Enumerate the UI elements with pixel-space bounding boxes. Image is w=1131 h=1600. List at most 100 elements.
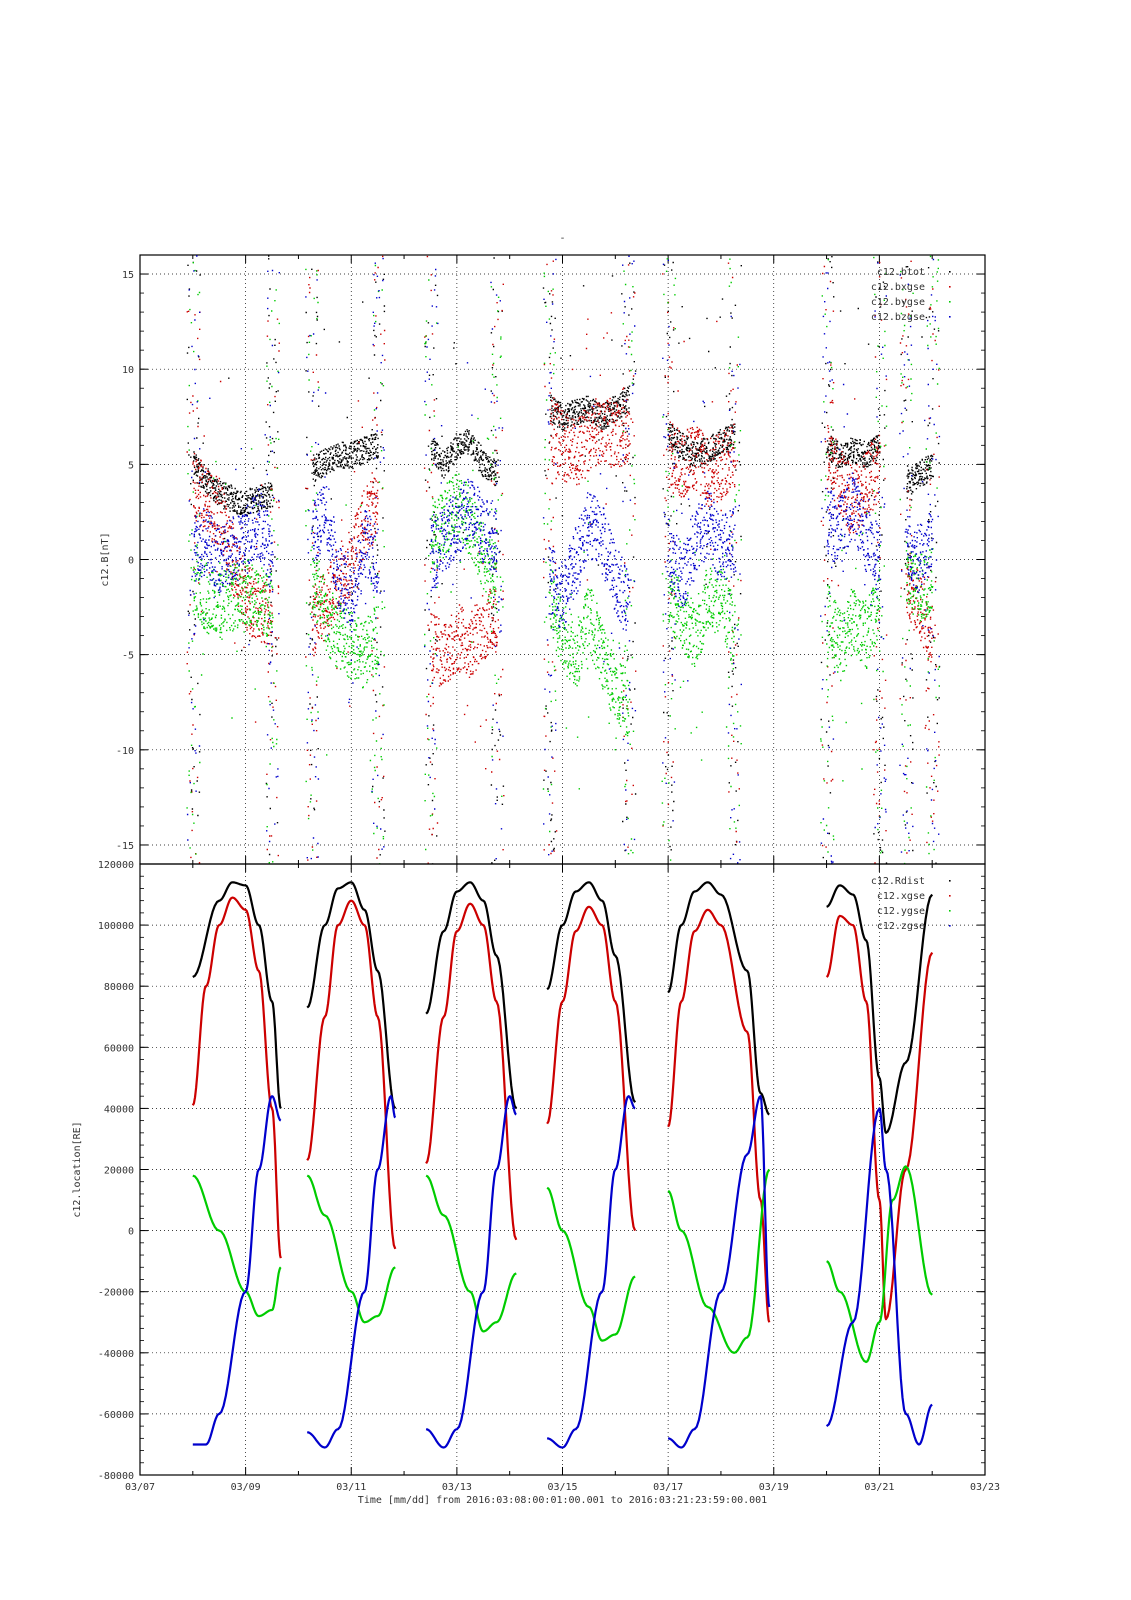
series-points	[820, 262, 887, 864]
y-tick-label: -5	[122, 651, 134, 662]
series-points	[820, 261, 888, 864]
series-line	[546, 1186, 636, 1342]
series-line	[425, 881, 518, 1110]
series-line	[546, 905, 637, 1232]
series-points	[424, 257, 505, 864]
series-points	[186, 255, 279, 856]
series-line	[667, 908, 771, 1323]
y-tick-label: 5	[128, 460, 134, 471]
legend-entry: c12.btot	[877, 267, 925, 278]
x-tick-label: 03/11	[336, 1482, 366, 1493]
series-line	[826, 1165, 933, 1364]
series-points	[424, 268, 504, 860]
legend-entry: c12.xgse	[877, 891, 925, 902]
series-c12-bzgse	[186, 255, 941, 864]
series-points	[899, 255, 940, 864]
series-line	[546, 1095, 636, 1449]
legend-entry: c12.bxgse	[871, 282, 925, 293]
series-line	[425, 1174, 517, 1333]
series-points	[305, 257, 385, 860]
data-area	[186, 255, 941, 864]
y-axis-label: c12.B[nT]	[100, 532, 111, 586]
legend: c12.btot c12.bxgse c12.bygse c12.bzgse	[871, 267, 951, 323]
y-tick-label: 100000	[98, 921, 134, 932]
series-line	[306, 1095, 397, 1449]
legend-marker	[949, 895, 951, 897]
panel-magnetic-field: 15 10 5 0 -5 -10 -15 c12.B[nT] - c12.btot c12.bxgs…	[100, 233, 986, 865]
x-tick-label: 03/17	[653, 1482, 683, 1493]
series-points	[542, 262, 637, 852]
series-line	[826, 884, 934, 1134]
y-tick-label: -40000	[98, 1349, 134, 1360]
series-points	[186, 262, 280, 864]
legend-marker	[949, 286, 951, 288]
legend-marker	[949, 925, 951, 927]
panel-location: 120000 100000 80000 60000 40000 20000 0 -20000 -…	[72, 860, 1000, 1506]
series-line	[192, 1174, 282, 1318]
data-area	[191, 881, 934, 1449]
y-tick-label: 15	[122, 270, 134, 281]
series-line	[825, 914, 934, 1321]
series-points	[899, 258, 941, 853]
series-line	[825, 1107, 933, 1446]
legend-marker	[949, 301, 951, 303]
series-line	[306, 899, 397, 1250]
y-tick-label: 10	[122, 365, 134, 376]
series-points	[542, 270, 636, 855]
series-line	[192, 881, 282, 1109]
x-tick-label: 03/15	[547, 1482, 577, 1493]
y-tick-label: -10	[116, 746, 134, 757]
series-points	[662, 259, 742, 864]
y-tick-label: 60000	[104, 1043, 134, 1054]
series-c12-zgse	[192, 1095, 933, 1449]
y-tick-label: 40000	[104, 1104, 134, 1115]
series-points	[186, 255, 280, 843]
x-tick-label: 03/07	[125, 1482, 155, 1493]
y-tick-label: -20000	[98, 1288, 134, 1299]
series-points	[662, 261, 742, 864]
y-tick-label: 0	[128, 556, 134, 567]
y-tick-label: 120000	[98, 860, 134, 871]
series-c12-ygse	[192, 1165, 933, 1364]
legend-marker	[949, 880, 951, 882]
x-tick-label: 03/19	[759, 1482, 789, 1493]
legend: c12.Rdist c12.xgse c12.ygse c12.zgse	[871, 876, 951, 932]
series-line	[667, 1095, 771, 1449]
legend-entry: c12.Rdist	[871, 876, 925, 887]
x-tick-label: 03/23	[970, 1482, 1000, 1493]
x-tick-label: 03/09	[231, 1482, 261, 1493]
series-line	[425, 1095, 517, 1449]
y-axis-label: c12.location[RE]	[72, 1121, 83, 1217]
series-points	[186, 310, 280, 864]
y-tick-label: 0	[128, 1227, 134, 1238]
legend-entry: c12.ygse	[877, 906, 925, 917]
legend-entry: c12.bygse	[871, 297, 925, 308]
series-line	[306, 881, 397, 1110]
legend-marker	[949, 316, 951, 318]
series-c12-btot	[186, 255, 941, 864]
legend-marker	[949, 271, 951, 273]
series-points	[820, 256, 888, 854]
series-points	[424, 279, 504, 851]
y-tick-label: -80000	[98, 1471, 134, 1482]
series-c12-Rdist	[192, 881, 934, 1134]
y-tick-label: 20000	[104, 1166, 134, 1177]
chart-title: -	[559, 233, 565, 244]
y-tick-label: -60000	[98, 1410, 134, 1421]
series-c12-bygse	[186, 255, 940, 864]
x-tick-label: 03/13	[442, 1482, 472, 1493]
legend-entry: c12.zgse	[877, 921, 925, 932]
y-tick-label: 80000	[104, 982, 134, 993]
legend-entry: c12.bzgse	[871, 312, 925, 323]
series-line	[546, 881, 637, 1103]
series-line	[425, 902, 518, 1241]
series-points	[305, 268, 386, 856]
series-line	[192, 1095, 282, 1446]
series-line	[667, 881, 770, 1116]
y-tick-label: -15	[116, 841, 134, 852]
x-tick-label: 03/21	[864, 1482, 894, 1493]
x-axis-label: Time [mm/dd] from 2016:03:08:00:01:00.00…	[358, 1495, 767, 1506]
series-line	[667, 1168, 771, 1354]
series-c12-xgse	[191, 896, 934, 1323]
